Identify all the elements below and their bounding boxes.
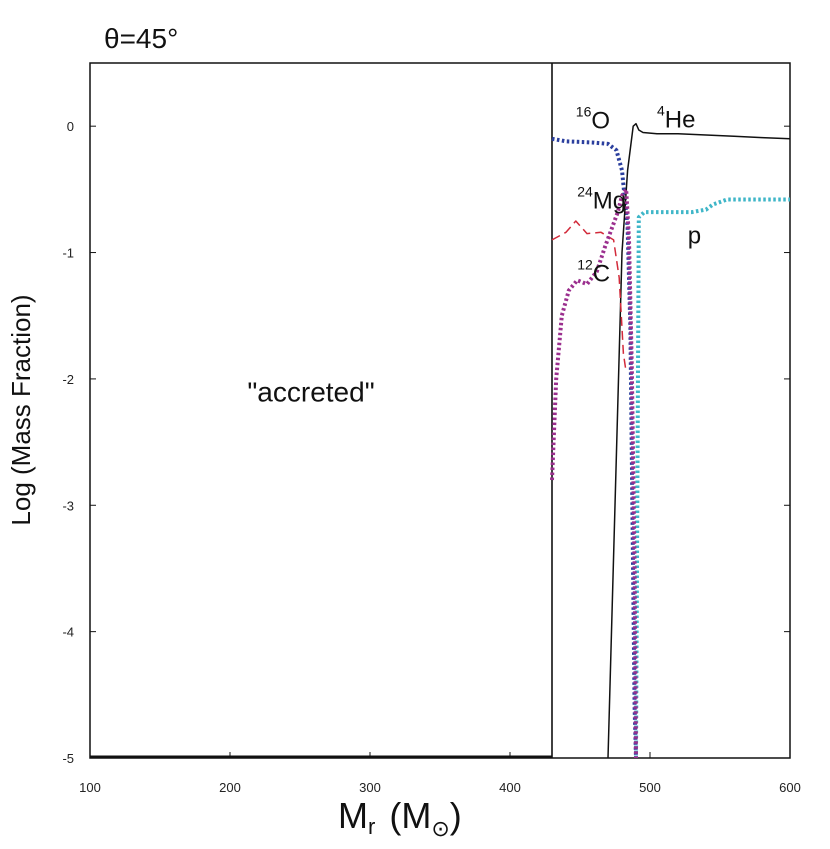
series-label-mass-number: 12 — [577, 257, 593, 273]
y-tick-label: -2 — [62, 372, 74, 387]
x-label-sub: r — [368, 814, 375, 839]
series-label-p: p — [688, 223, 701, 250]
x-tick-label: 200 — [219, 780, 241, 795]
x-tick-label: 600 — [779, 780, 801, 795]
series-label-4He: 4He — [657, 102, 695, 133]
x-tick-label: 100 — [79, 780, 101, 795]
series-label-16O: 16O — [576, 104, 610, 135]
x-label-unit-close: ) — [450, 795, 462, 836]
series-label-mass-number: 16 — [576, 104, 592, 120]
y-tick-label: -1 — [62, 246, 74, 261]
series-label-24Mg: 24Mg — [577, 183, 626, 214]
y-tick-label: -4 — [62, 625, 74, 640]
x-tick-label: 300 — [359, 780, 381, 795]
series-label-mass-number: 4 — [657, 102, 665, 118]
series-label-element: Mg — [593, 187, 626, 214]
y-axis-label: Log (Mass Fraction) — [6, 294, 36, 525]
series-label-12C: 12C — [577, 257, 610, 288]
x-label-unit-symbol: ⊙ — [431, 816, 449, 841]
series-label-mass-number: 24 — [577, 183, 593, 199]
series-line-24Mg — [551, 220, 627, 373]
series-line-4He — [607, 122, 791, 759]
x-tick-label: 400 — [499, 780, 521, 795]
y-tick-label: 0 — [67, 119, 74, 134]
x-label-main: M — [338, 795, 368, 836]
plot-border — [89, 62, 791, 759]
series-annotations: 16O 4He 24Mg p 12C — [576, 102, 701, 287]
y-tick-label: -3 — [62, 498, 74, 513]
series-label-element: C — [593, 261, 610, 288]
series-label-element: He — [665, 106, 696, 133]
plot-frame — [89, 62, 791, 759]
series-layer — [550, 122, 791, 759]
series-line-p — [634, 197, 790, 759]
x-ticks: 100 200 300 400 500 600 — [79, 752, 801, 795]
y-ticks: 0 -1 -2 -3 -4 -5 — [62, 119, 790, 766]
series-line-12C — [550, 187, 638, 759]
x-label-unit-open: (M — [389, 795, 431, 836]
series-label-element: O — [591, 108, 610, 135]
y-tick-label: -5 — [62, 751, 74, 766]
svg-text:Mr(M⊙): Mr (M⊙) — [338, 795, 462, 841]
x-axis-label: Mr (M⊙) — [338, 795, 462, 841]
x-tick-label: 500 — [639, 780, 661, 795]
chart-title: θ=45° — [104, 23, 178, 54]
accreted-region-label: "accreted" — [247, 377, 374, 408]
